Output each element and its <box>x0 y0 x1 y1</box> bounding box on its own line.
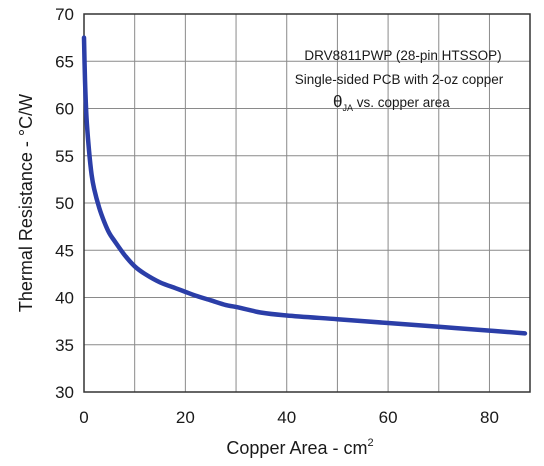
x-tick-label-80: 80 <box>480 408 499 427</box>
x-axis-label-text: Copper Area - cm <box>226 438 367 458</box>
x-tick-label-40: 40 <box>277 408 296 427</box>
y-tick-label-40: 40 <box>55 289 74 308</box>
plot-frame <box>83 13 531 393</box>
y-tick-label-50: 50 <box>55 194 74 213</box>
annotation-line1: DRV8811PWP (28-pin HTSSOP) <box>304 48 501 63</box>
y-axis-label: Thermal Resistance - °C/W <box>16 94 36 312</box>
annotation-line3: θJA vs. copper area <box>333 92 450 113</box>
theta-symbol: θ <box>333 92 342 111</box>
tick-labels: 30 35 40 45 50 55 60 65 70 0 20 40 60 80 <box>55 5 499 427</box>
y-tick-label-55: 55 <box>55 147 74 166</box>
y-tick-label-70: 70 <box>55 5 74 24</box>
x-tick-label-0: 0 <box>79 408 88 427</box>
y-tick-label-30: 30 <box>55 383 74 402</box>
y-tick-label-45: 45 <box>55 241 74 260</box>
grid <box>84 14 530 392</box>
x-axis-label-superscript: 2 <box>367 437 373 449</box>
y-tick-label-65: 65 <box>55 52 74 71</box>
x-tick-label-60: 60 <box>379 408 398 427</box>
annotation-line3-text: vs. copper area <box>353 95 450 110</box>
y-tick-label-35: 35 <box>55 336 74 355</box>
y-tick-label-60: 60 <box>55 100 74 119</box>
x-axis-label: Copper Area - cm2 <box>226 437 373 458</box>
annotation-line2: Single-sided PCB with 2-oz copper <box>295 72 504 87</box>
series-line <box>81 35 528 336</box>
x-tick-label-20: 20 <box>176 408 195 427</box>
theta-subscript: JA <box>342 103 353 113</box>
